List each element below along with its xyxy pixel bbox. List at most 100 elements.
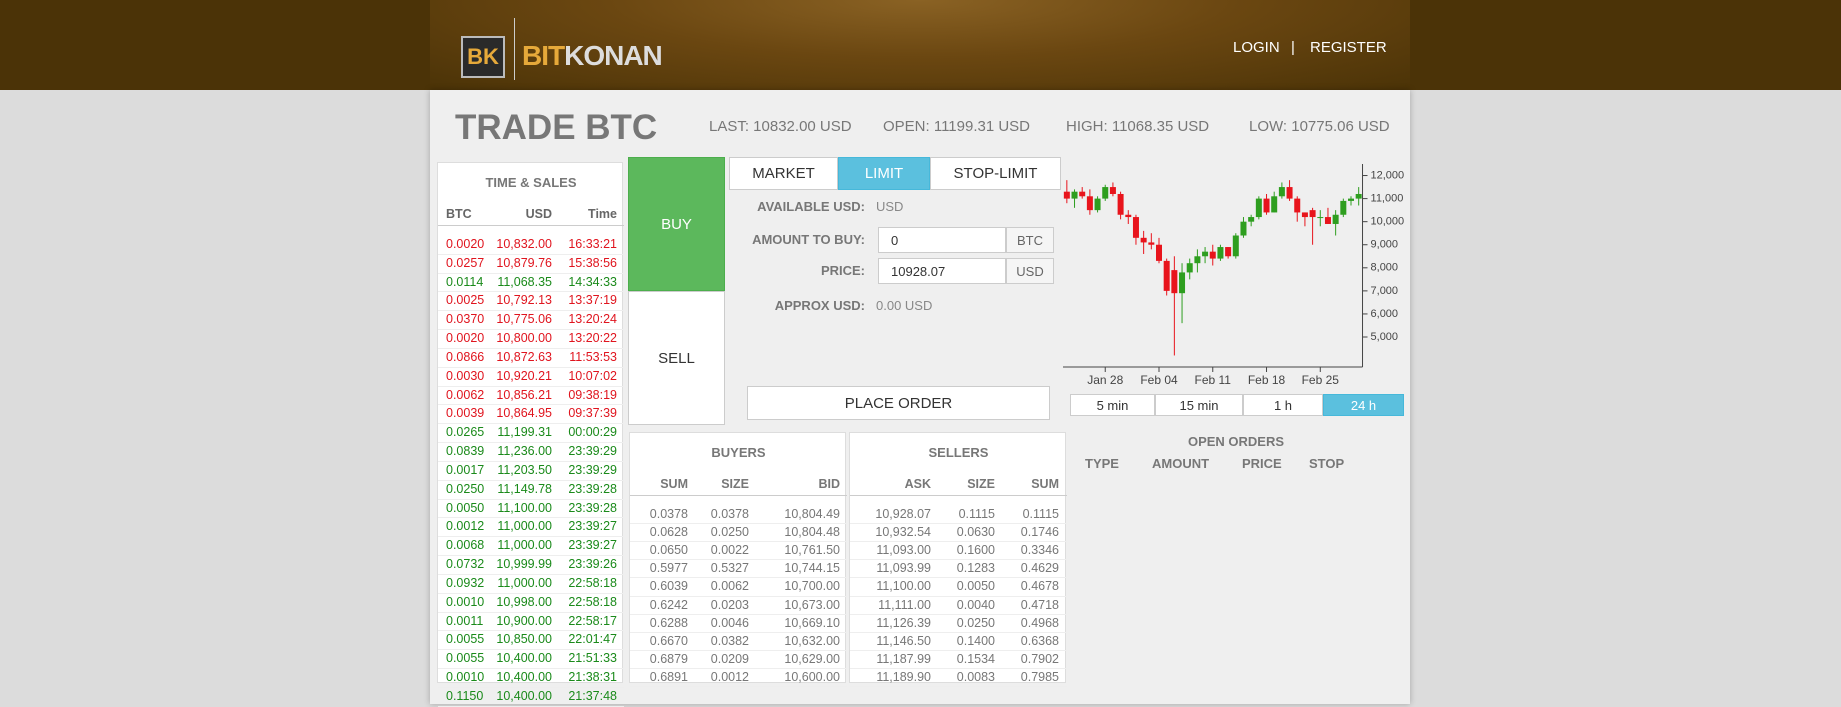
row-line [438,649,624,651]
row-line [850,613,1067,615]
column-header: USD [525,207,552,221]
cell: 0.7902 [1020,651,1059,666]
cell: 0.0114 [446,274,484,289]
cell: 0.6670 [649,633,688,648]
y-tick-label: 7,000 [1371,285,1399,297]
y-tick-label: 11,000 [1371,193,1404,205]
cell: 0.4678 [1020,579,1059,594]
cell: 00:00:29 [568,425,617,440]
cell: 22:01:47 [568,632,617,647]
cell: 0.0068 [446,538,485,553]
cell: 10,998.00 [496,594,552,609]
x-tick-label: Feb 04 [1140,373,1178,387]
candle-body [1317,217,1324,219]
cell: 0.0010 [446,670,485,685]
ticker-stat: HIGH: 11068.35 USD [1066,118,1210,135]
cell: 0.0030 [446,368,485,383]
cell: 11,111.00 [878,597,931,612]
logo-text[interactable]: BITKONAN [522,40,663,72]
order-type-tab[interactable]: STOP-LIMIT [930,157,1061,190]
time_sales-panel: TIME & SALES BTC USD Time 0.0020 10,832.00 16:… [437,162,624,707]
cell: 10,600.00 [784,669,840,684]
row-line [438,329,624,331]
row-line [850,686,1067,687]
register-link[interactable]: REGISTER [1310,39,1387,56]
interval-button[interactable]: 24 h [1323,394,1404,416]
cell: 0.6039 [649,579,688,594]
side-button[interactable]: SELL [628,291,725,425]
candle-body [1102,187,1109,199]
cell: 0.5977 [649,561,688,576]
logo-icon[interactable]: BK [461,36,505,78]
cell: 14:34:33 [568,274,617,289]
row-line [438,272,624,274]
cell: 0.1746 [1020,525,1059,540]
row-line [630,541,847,543]
candle-body [1186,263,1193,273]
price-chart: 5,000 6,000 7,000 8,000 9,000 10,000 11,000 12,… [1063,164,1404,387]
cell: 10,800.00 [496,331,552,346]
cell: 0.1115 [1022,507,1059,521]
place-order-button[interactable]: PLACE ORDER [747,386,1050,420]
order-type-tab[interactable]: MARKET [729,157,838,190]
candle-body [1248,217,1255,222]
interval-button[interactable]: 5 min [1070,394,1155,416]
cell: 0.0017 [446,462,485,477]
row-line [438,404,624,406]
cell: 0.0055 [446,651,485,666]
column-header: BID [818,477,840,491]
cell: 10,804.48 [784,525,840,540]
column-header: BTC [446,207,472,221]
cell: 0.0250 [710,525,749,540]
sellers-panel: SELLERS ASK SIZE SUM 10,928.07 0.1115 0.1115 10… [849,432,1067,687]
candle-body [1202,251,1209,257]
y-tick-label: 5,000 [1371,331,1399,343]
field-input[interactable]: 0 [878,227,1006,253]
candle-body [1225,247,1232,257]
row-line [438,347,624,349]
candle-body [1079,191,1086,197]
side-button[interactable]: BUY [628,157,725,291]
row-line [850,559,1067,561]
cell: 10,700.00 [784,579,840,594]
row-line [630,523,847,525]
cell: 11,149.78 [497,481,552,496]
cell: 22:58:18 [568,594,617,609]
candle-body [1324,217,1331,224]
row-line [438,536,624,538]
cell: 11:53:53 [569,349,617,364]
row-line [850,667,1067,669]
cell: 10,400.00 [496,651,552,666]
cell: 10:07:02 [568,368,617,383]
candle-body [1148,242,1155,245]
x-tick-label: Feb 18 [1248,373,1286,387]
interval-button[interactable]: 15 min [1155,394,1243,416]
candle-body [1125,214,1132,218]
cell: 0.0040 [956,597,995,612]
cell: 0.1600 [956,543,995,558]
row-line [438,366,624,368]
open-orders-header: AMOUNT [1152,456,1210,471]
candle-body [1271,196,1278,213]
row-line [438,385,624,387]
cell: 0.6288 [649,615,688,630]
cell: 0.0010 [446,594,485,609]
column-header: SUM [660,477,688,491]
cell: 21:51:33 [568,651,617,666]
column-header: SIZE [967,477,995,491]
cell: 0.0020 [446,237,485,251]
row-line [438,668,624,670]
login-link[interactable]: LOGIN [1233,39,1280,56]
cell: 0.4968 [1020,615,1059,630]
field-input[interactable]: 10928.07 [878,258,1006,284]
cell: 0.0378 [649,507,688,521]
order-type-tab[interactable]: LIMIT [838,157,930,190]
cell: 10,400.00 [496,688,552,703]
row-line [630,559,847,561]
cell: 10,856.21 [496,387,552,402]
field-label: AVAILABLE USD: [757,199,865,214]
interval-button[interactable]: 1 h [1243,394,1323,416]
cell: 0.6879 [649,651,688,666]
cell: 11,126.39 [876,615,931,630]
cell: 10,629.00 [784,651,840,666]
